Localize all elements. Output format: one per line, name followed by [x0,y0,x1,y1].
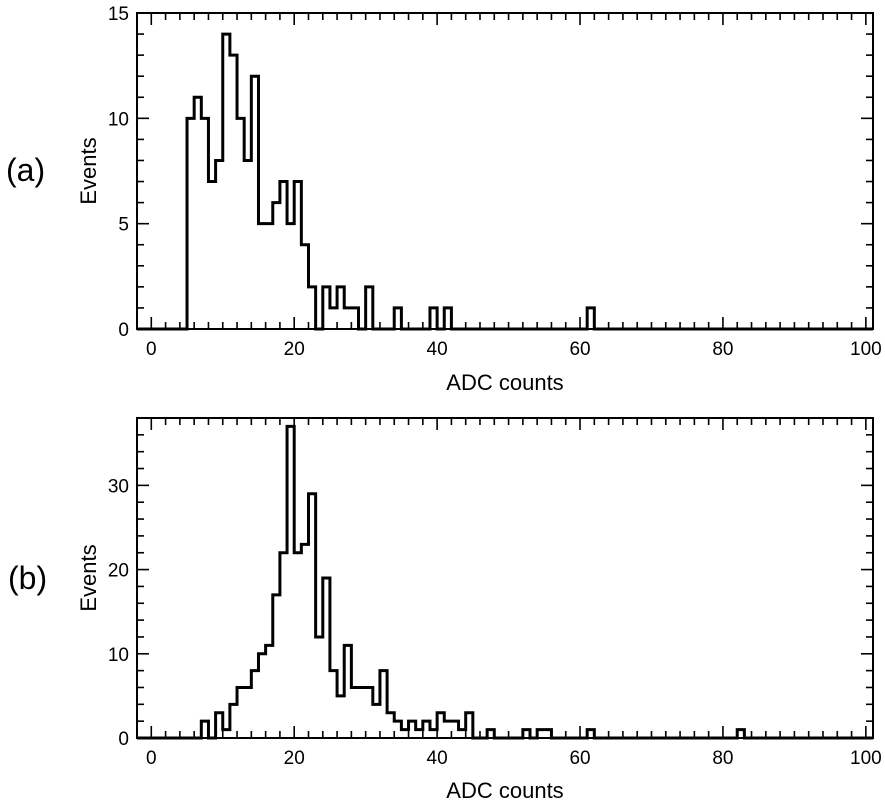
plot-frame [136,417,874,739]
y-tick-labels: 0 10 20 30 [108,476,129,750]
tick-marks [137,12,873,330]
y-tick-labels: 0 5 10 15 [108,4,129,341]
y-axis-label: Events [76,544,101,611]
x-tick-label: 40 [427,339,448,360]
x-tick-label: 60 [569,339,590,360]
x-tick-labels: 0 20 40 60 80 100 [146,339,882,360]
panel-a: 0 20 40 60 80 100 0 5 10 15 ADC counts Events (a… [6,4,882,395]
panel-b: 0 20 40 60 80 100 0 10 20 30 ADC counts Events (… [8,417,882,801]
y-tick-label: 10 [108,109,129,130]
y-tick-label: 0 [118,729,129,750]
x-axis-label: ADC counts [446,370,563,395]
x-tick-label: 100 [850,748,882,769]
x-tick-label: 60 [569,748,590,769]
x-axis-label: ADC counts [446,778,563,801]
plot-frame [136,12,874,330]
x-tick-label: 40 [427,748,448,769]
y-tick-label: 0 [118,320,129,341]
y-axis-label: Events [76,137,101,204]
y-tick-label: 30 [108,476,129,497]
x-tick-label: 20 [284,339,305,360]
y-tick-label: 10 [108,645,129,666]
x-tick-label: 80 [712,748,733,769]
y-tick-label: 15 [108,4,129,25]
x-tick-label: 100 [850,339,882,360]
panel-label: (b) [8,560,47,596]
x-tick-label: 20 [284,748,305,769]
y-tick-label: 20 [108,561,129,582]
x-tick-label: 80 [712,339,733,360]
y-tick-label: 5 [118,215,129,236]
x-tick-label: 0 [146,748,157,769]
histogram-outline [137,424,873,740]
histogram-outline [137,32,873,331]
x-tick-labels: 0 20 40 60 80 100 [146,748,882,769]
panel-label: (a) [6,152,45,188]
x-tick-label: 0 [146,339,157,360]
tick-marks [137,417,873,739]
